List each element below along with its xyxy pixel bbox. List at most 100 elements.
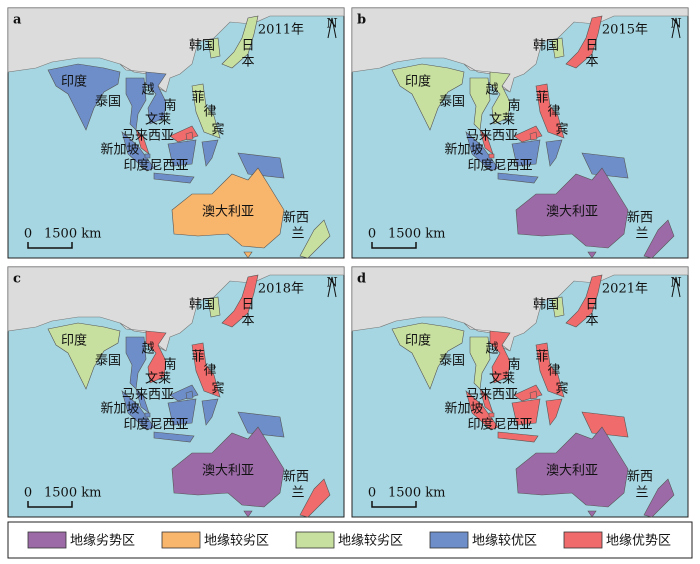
panel-label: d — [357, 272, 366, 287]
legend-swatch — [27, 531, 67, 549]
north-arrow — [671, 276, 681, 298]
north-label: N — [670, 17, 681, 32]
country-label: 泰国 — [95, 354, 121, 369]
country — [121, 390, 155, 431]
country — [511, 398, 541, 426]
country-label: 文莱 — [489, 113, 515, 128]
country-label: 越 — [141, 83, 154, 98]
legend-swatch — [563, 531, 603, 549]
country-label: 兰 — [635, 486, 648, 501]
panel-label: b — [357, 13, 366, 28]
year-label: 2011年 — [258, 23, 304, 38]
country-label: 韩国 — [189, 39, 215, 54]
country-label: 本 — [241, 55, 254, 70]
scale-length: 1500 km — [44, 227, 101, 242]
country — [529, 390, 538, 400]
scale-bar — [371, 501, 417, 508]
country — [144, 412, 151, 418]
country-label: 印度尼西亚 — [123, 417, 188, 433]
country — [207, 296, 221, 318]
country-label: 印度尼西亚 — [467, 417, 532, 433]
country-label: 泰国 — [439, 95, 465, 110]
country — [565, 274, 603, 328]
country-label: 韩国 — [533, 39, 559, 54]
scale-zero: 0 — [368, 227, 376, 242]
land — [119, 63, 167, 93]
country-label: 南 — [163, 98, 176, 114]
country-label: 南 — [507, 357, 520, 373]
country — [511, 139, 541, 167]
country-label: 菲 — [535, 91, 548, 106]
north-label: N — [670, 276, 681, 291]
legend-swatch — [295, 531, 335, 549]
country — [299, 219, 331, 259]
country — [207, 37, 221, 59]
land — [7, 7, 345, 93]
legend-label: 地缘较优区 — [472, 534, 537, 549]
country — [581, 152, 629, 179]
north-arrow — [671, 17, 681, 39]
country-label: 日 — [585, 39, 598, 54]
country-label: 兰 — [635, 227, 648, 242]
country-label: 新西 — [627, 469, 653, 485]
country — [171, 167, 285, 249]
country-label: 澳大利亚 — [202, 204, 254, 220]
north-arrow — [327, 17, 337, 39]
country-label: 文莱 — [145, 113, 171, 128]
country — [391, 63, 465, 131]
legend-label: 地缘优势区 — [606, 533, 671, 549]
country — [237, 152, 285, 179]
country-label: 文莱 — [145, 372, 171, 387]
legend-swatch — [429, 531, 469, 549]
country-label: 宾 — [555, 122, 568, 138]
country — [545, 398, 563, 426]
country — [47, 63, 121, 131]
country — [167, 398, 197, 426]
country — [201, 139, 219, 167]
country-label: 马来西亚 — [122, 129, 174, 144]
year-label: 2018年 — [258, 282, 304, 297]
panel-label: c — [13, 272, 21, 287]
land — [7, 266, 345, 352]
country-label: 马来西亚 — [122, 388, 174, 403]
country — [488, 412, 495, 418]
country-label: 兰 — [291, 227, 304, 242]
country — [535, 83, 565, 139]
country — [243, 510, 253, 518]
country — [551, 296, 565, 318]
country-label: 菲 — [191, 91, 204, 106]
scale-zero: 0 — [24, 227, 32, 242]
country — [489, 71, 511, 125]
country — [489, 330, 511, 384]
country — [237, 411, 285, 438]
country — [465, 390, 499, 431]
country-label: 印度 — [405, 74, 431, 90]
country-label: 新加坡 — [444, 401, 483, 417]
country-label: 澳大利亚 — [546, 463, 598, 479]
country-label: 律 — [203, 364, 216, 379]
country-label: 马来西亚 — [466, 129, 518, 144]
legend-label: 地缘劣势区 — [70, 533, 135, 549]
country-label: 新西 — [627, 210, 653, 226]
scale-length: 1500 km — [388, 486, 445, 501]
country — [185, 390, 194, 400]
country — [465, 131, 499, 172]
country-label: 越 — [141, 342, 154, 357]
country-label: 新加坡 — [100, 401, 139, 417]
land — [463, 322, 511, 352]
country-label: 日 — [241, 39, 254, 54]
country — [535, 342, 565, 398]
country-label: 印度 — [61, 333, 87, 349]
country — [121, 131, 155, 172]
scale-zero: 0 — [24, 486, 32, 501]
country-label: 菲 — [191, 350, 204, 365]
country — [515, 167, 629, 249]
year-label: 2021年 — [602, 282, 648, 297]
country — [191, 342, 221, 398]
scale-zero: 0 — [368, 486, 376, 501]
country — [551, 37, 565, 59]
country — [144, 153, 151, 159]
